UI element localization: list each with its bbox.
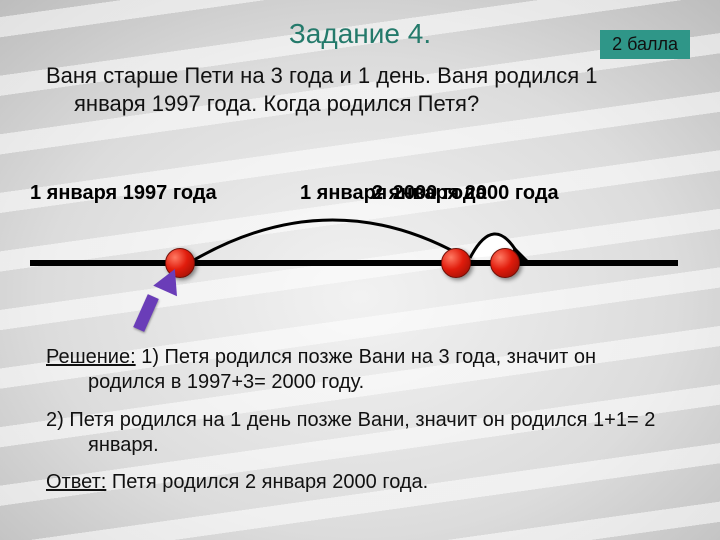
solution-label: Решение: [46,346,136,368]
score-badge: 2 балла [600,30,690,59]
solution-step1-text: 1) Петя родился позже Вани на 3 года, зн… [88,346,596,393]
solution-step-2: 2) Петя родился на 1 день позже Вани, зн… [46,408,662,458]
timeline-dot-2 [441,248,471,278]
timeline-dot-3 [490,248,520,278]
timeline-axis [30,260,678,266]
solution-step-1: Решение: 1) Петя родился позже Вани на 3… [46,345,662,395]
arrow-shaft [133,294,159,332]
answer-line: Ответ: Петя родился 2 января 2000 года. [46,470,662,495]
answer-text: Петя родился 2 января 2000 года. [106,471,428,493]
arc-long [180,200,480,262]
answer-label: Ответ: [46,471,106,493]
question-text: Ваня старше Пети на 3 года и 1 день. Ван… [46,62,662,117]
